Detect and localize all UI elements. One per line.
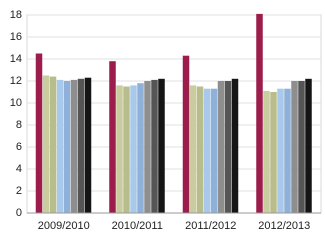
- y-tick-label: 10: [10, 97, 22, 109]
- y-tick-label: 18: [10, 9, 22, 21]
- bar: [158, 78, 165, 213]
- bar: [256, 13, 263, 214]
- bar: [298, 81, 305, 213]
- bar: [56, 79, 64, 214]
- bar: [277, 88, 284, 213]
- bar: [263, 90, 270, 213]
- y-tick-label: 16: [10, 31, 22, 43]
- bar: [231, 78, 239, 213]
- bar: [144, 81, 151, 213]
- bar: [182, 55, 190, 214]
- bar: [63, 81, 71, 213]
- bar: [109, 61, 116, 214]
- bar: [116, 85, 123, 213]
- bar: [49, 76, 57, 213]
- y-tick-label: 6: [16, 141, 22, 153]
- bar: [137, 83, 144, 213]
- bar: [189, 85, 197, 213]
- x-tick-label: 2012/2013: [258, 220, 310, 232]
- bar: [42, 75, 50, 213]
- bar: [70, 79, 78, 214]
- x-tick-label: 2009/2010: [38, 220, 90, 232]
- bar: [270, 92, 277, 213]
- bar: [224, 81, 232, 213]
- bar: [196, 86, 204, 213]
- y-tick-label: 2: [16, 185, 22, 197]
- bar: [203, 88, 211, 213]
- y-tick-label: 8: [16, 119, 22, 131]
- x-tick-label: 2011/2012: [185, 220, 236, 232]
- bar: [305, 78, 312, 213]
- bar: [284, 88, 291, 213]
- bar: [130, 85, 137, 213]
- x-tick-label: 2010/2011: [112, 220, 163, 232]
- bar: [84, 77, 92, 213]
- bar: [151, 79, 158, 214]
- bar: [210, 88, 218, 213]
- y-tick-label: 14: [10, 53, 22, 65]
- bar: [123, 86, 130, 213]
- bar: [77, 78, 85, 213]
- y-tick-label: 4: [16, 163, 22, 175]
- bar: [35, 53, 43, 213]
- y-tick-label: 0: [16, 207, 22, 219]
- y-tick-label: 12: [10, 75, 22, 87]
- bar: [291, 81, 298, 213]
- bar: [217, 81, 225, 213]
